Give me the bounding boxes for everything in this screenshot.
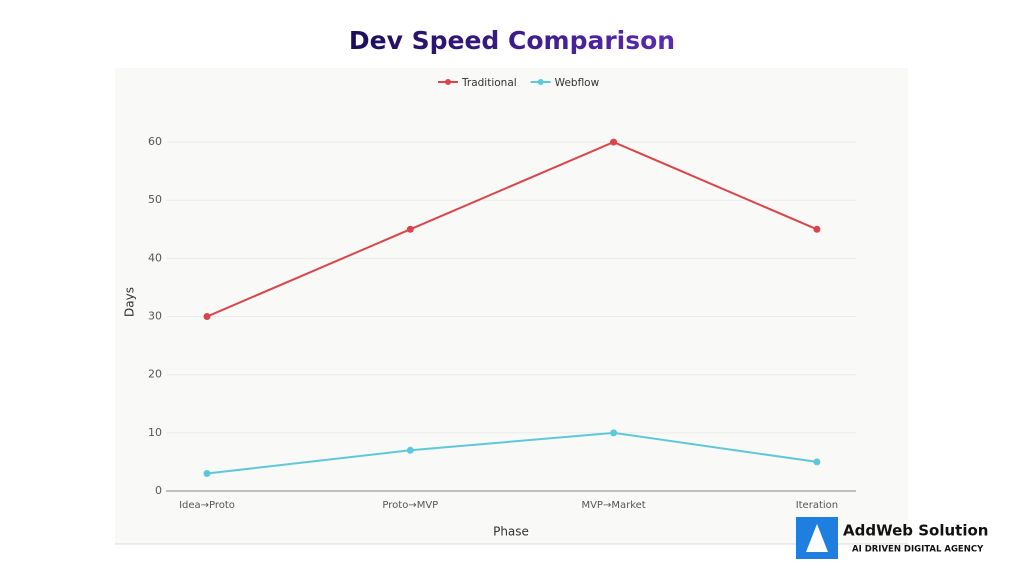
logo-tagline: AI DRIVEN DIGITAL AGENCY (852, 545, 984, 555)
y-tick-label: 30 (148, 310, 162, 323)
x-tick-label: MVP→Market (581, 500, 645, 511)
legend-label: Traditional (461, 77, 517, 89)
logo-name: AddWeb Solution (843, 522, 988, 540)
x-tick-label: Iteration (796, 500, 838, 511)
data-point (203, 313, 211, 321)
series-line (206, 140, 818, 318)
y-tick-label: 20 (148, 368, 162, 381)
y-tick-label: 0 (155, 484, 162, 497)
x-axis-title: Phase (493, 525, 529, 539)
y-axis-title: Days (123, 287, 137, 317)
data-point (406, 225, 414, 233)
chart-title: Dev Speed Comparison (349, 26, 675, 55)
series-line (206, 431, 818, 475)
legend-marker (445, 79, 451, 85)
y-tick-label: 10 (148, 426, 162, 439)
logo: AddWeb Solution AI DRIVEN DIGITAL AGENCY (796, 517, 988, 559)
plot-background (115, 68, 908, 544)
data-point (813, 225, 821, 233)
data-point (610, 429, 618, 437)
x-tick-label: Idea→Proto (179, 500, 235, 511)
logo-glyph (806, 524, 828, 552)
data-point (203, 470, 211, 478)
x-tick-label: Proto→MVP (382, 500, 438, 511)
data-point (610, 138, 618, 146)
legend-label: Webflow (555, 77, 600, 89)
legend-marker (537, 79, 544, 85)
y-tick-label: 60 (148, 135, 162, 148)
y-tick-label: 40 (148, 251, 162, 264)
y-tick-label: 50 (148, 193, 162, 206)
data-point (406, 446, 414, 454)
data-point (813, 458, 821, 466)
